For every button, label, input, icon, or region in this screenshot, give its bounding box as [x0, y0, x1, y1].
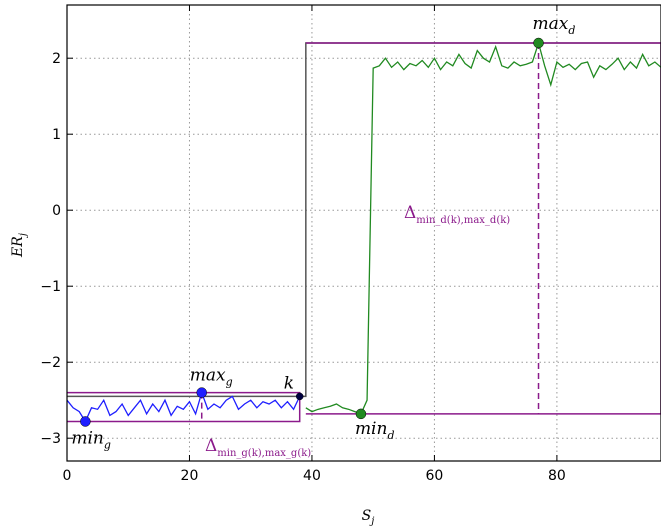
x-tick-label: 80 [548, 468, 566, 484]
y-tick-label: −3 [40, 431, 61, 447]
label-min-g: ming [71, 428, 111, 451]
delta-d-label: Δmin_d(k),max_d(k) [404, 203, 510, 226]
y-tick-label: 0 [52, 203, 61, 219]
step-line [67, 43, 661, 396]
box-d [306, 43, 661, 414]
point-min-d [356, 409, 366, 419]
x-tick-label: 60 [426, 468, 444, 484]
y-tick-label: −2 [40, 355, 61, 371]
label-max-g: maxg [190, 366, 233, 389]
point-max-g [197, 388, 207, 398]
y-axis-label: ERj [10, 233, 29, 258]
delta-g-label: Δmin_g(k),max_g(k) [205, 436, 311, 459]
label-min-d: mind [355, 419, 395, 442]
step-line-group [67, 43, 661, 396]
point-k [296, 393, 303, 400]
point-max-d [534, 38, 544, 48]
label-k: k [284, 373, 294, 393]
x-tick-label: 40 [303, 468, 321, 484]
x-ticks: 0 20 40 60 80 [63, 5, 566, 484]
y-ticks: −3 −2 −1 0 1 2 [40, 51, 73, 447]
y-tick-label: 2 [52, 51, 61, 67]
point-min-g [80, 416, 90, 426]
y-tick-label: 1 [52, 127, 61, 143]
label-max-d: maxd [533, 14, 576, 37]
box-d-group [306, 43, 661, 414]
series-group [67, 43, 661, 421]
x-axis-label: Sj [362, 508, 375, 527]
x-tick-label: 20 [181, 468, 199, 484]
x-tick-label: 0 [63, 468, 72, 484]
series-line-1 [306, 43, 661, 414]
y-tick-label: −1 [40, 279, 61, 295]
